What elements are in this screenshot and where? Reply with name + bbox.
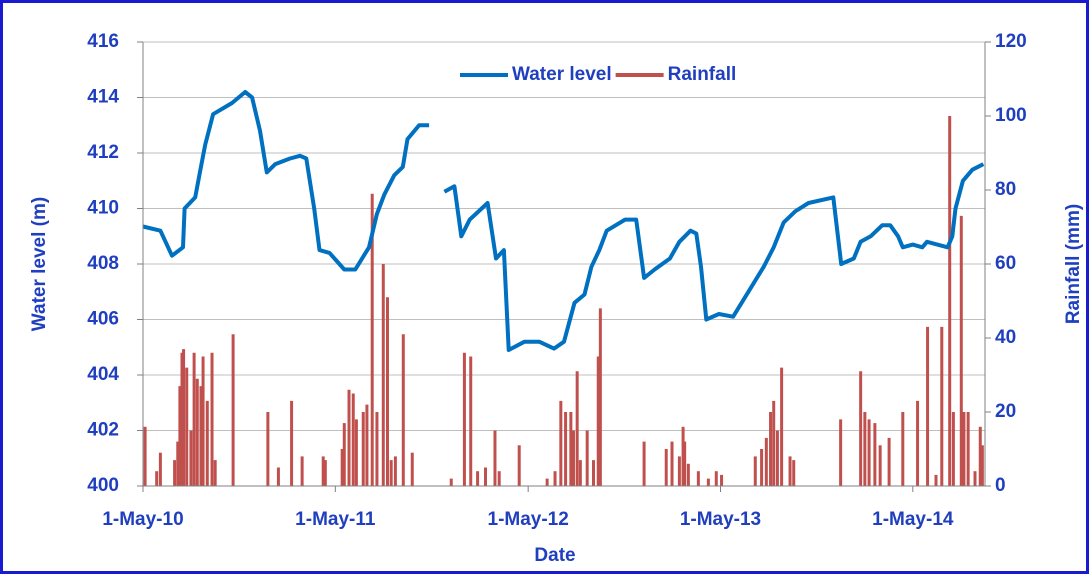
y-tick-label: 412 — [87, 142, 119, 163]
y-axis-title: Water level (m) — [29, 197, 50, 331]
x-tick-label: 1-May-12 — [488, 509, 569, 530]
marks — [142, 90, 985, 486]
y-tick-label: 402 — [87, 420, 119, 441]
y2-tick-label: 120 — [995, 31, 1027, 52]
x-tick-label: 1-May-11 — [295, 509, 376, 530]
y2-tick-label: 40 — [995, 327, 1016, 348]
y2-tick-label: 80 — [995, 179, 1016, 200]
y2-tick-label: 20 — [995, 401, 1016, 422]
y2-tick-label: 100 — [995, 105, 1027, 126]
water-level-line — [142, 90, 985, 352]
x-axis-title: Date — [534, 545, 575, 566]
y-tick-label: 408 — [87, 253, 119, 274]
y-tick-label: 400 — [87, 475, 119, 496]
grid — [143, 41, 985, 487]
x-tick-label: 1-May-10 — [102, 509, 183, 530]
y-tick-label: 416 — [87, 31, 119, 52]
y-tick-label: 404 — [87, 364, 119, 385]
y2-tick-label: 0 — [995, 475, 1006, 496]
axes: 400 402 404 406 408 410 412 414 416 0 20 40 60 80 100 1… — [87, 31, 1026, 530]
y2-axis-title: Rainfall (mm) — [1063, 204, 1084, 324]
x-tick-label: 1-May-13 — [680, 509, 761, 530]
y-tick-label: 414 — [87, 87, 119, 108]
y2-tick-label: 60 — [995, 253, 1016, 274]
legend-label: Water level — [512, 64, 612, 85]
y-tick-label: 410 — [87, 198, 119, 219]
y-tick-label: 406 — [87, 309, 119, 330]
x-tick-label: 1-May-14 — [872, 509, 954, 530]
legend: Water level Rainfall — [460, 64, 736, 85]
legend-label: Rainfall — [668, 64, 737, 85]
